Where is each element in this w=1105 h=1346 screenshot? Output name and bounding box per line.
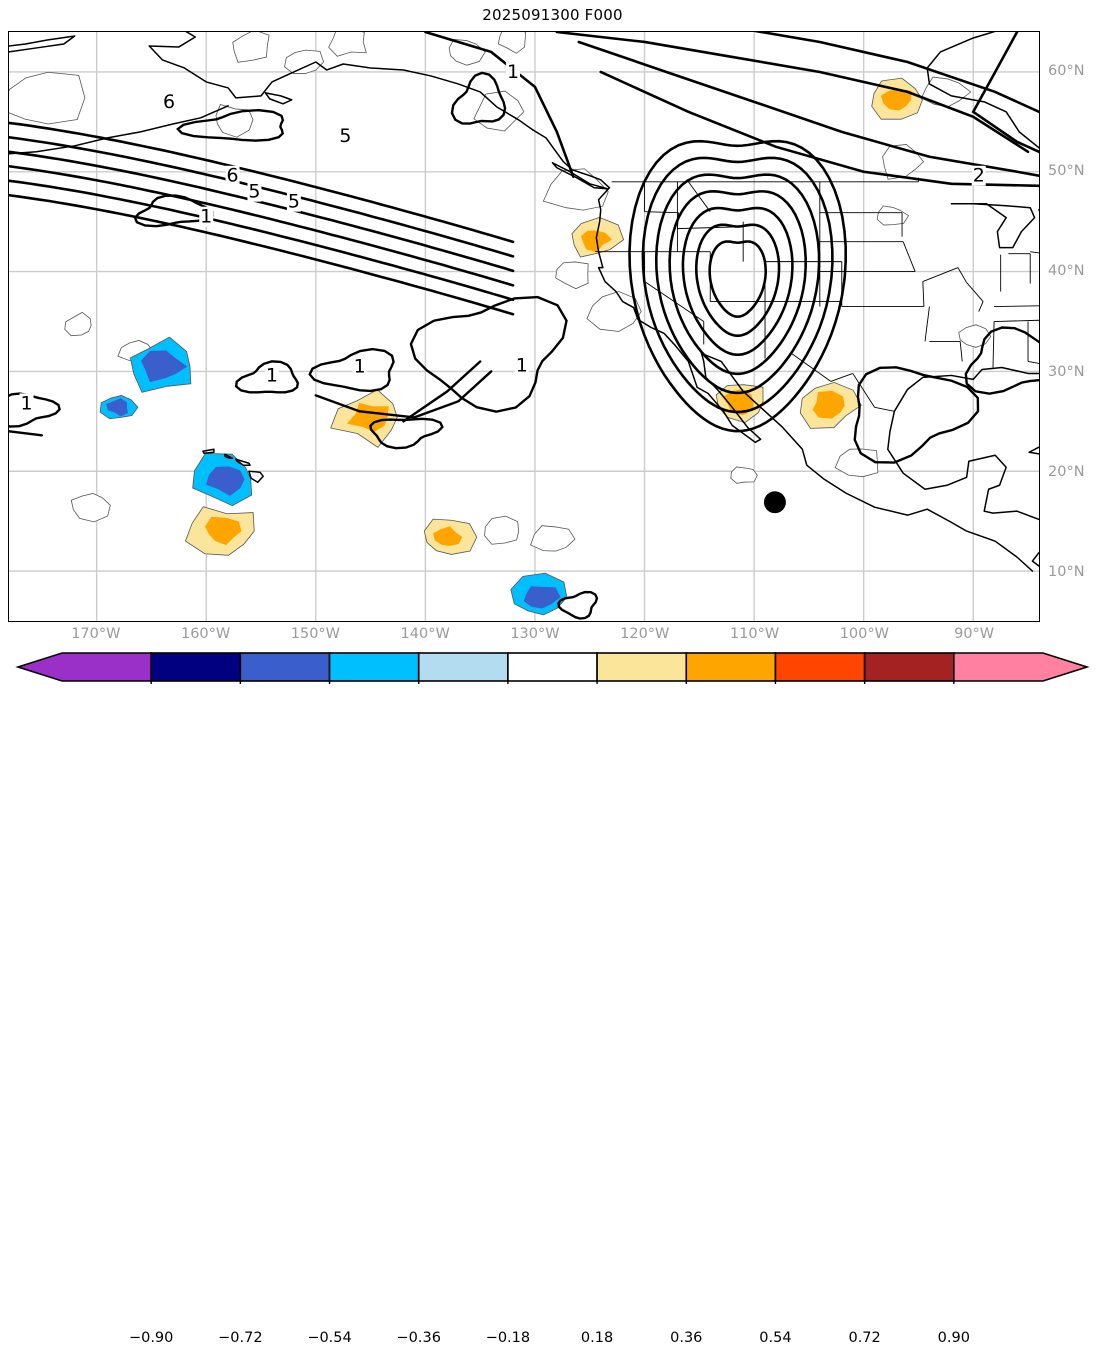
colorbar-segment[interactable] <box>150 652 242 682</box>
svg-text:1: 1 <box>507 61 519 83</box>
colorbar-tick-label: 0.72 <box>848 1330 881 1346</box>
lat-tick-label: 50°N <box>1048 163 1085 180</box>
svg-text:6: 6 <box>163 91 175 113</box>
svg-text:1: 1 <box>200 206 212 228</box>
colorbar-segment[interactable] <box>596 652 688 682</box>
lon-tick-label: 160°W <box>180 626 231 642</box>
colorbar-tick-label: 0.54 <box>759 1330 792 1346</box>
lon-tick-label: 130°W <box>510 626 560 642</box>
map-gridlines <box>9 32 1039 621</box>
colorbar-tick-label: −0.18 <box>485 1330 531 1346</box>
svg-text:5: 5 <box>339 125 351 147</box>
colorbar-segment[interactable] <box>685 652 777 682</box>
colorbar-tick-label: −0.90 <box>128 1330 174 1346</box>
lon-tick-label: 150°W <box>290 626 341 642</box>
lat-tick-label: 30°N <box>1048 363 1085 380</box>
coastlines <box>9 32 1039 572</box>
colorbar-segment[interactable] <box>507 652 598 682</box>
svg-text:1: 1 <box>20 392 32 414</box>
colorbar-swatches[interactable] <box>0 650 1105 684</box>
svg-text:6: 6 <box>226 165 238 187</box>
svg-text:1: 1 <box>266 364 278 386</box>
colorbar[interactable]: −0.90 −0.72 −0.54 −0.36 −0.18 0.18 0.36 0.54 0.7… <box>0 650 1105 1346</box>
lon-tick-label: 100°W <box>839 626 889 642</box>
colorbar-tick-label: 0.36 <box>670 1330 703 1346</box>
lon-tick-label: 110°W <box>729 626 780 642</box>
svg-text:2: 2 <box>973 165 985 187</box>
lon-tick-label: 170°W <box>71 626 121 642</box>
lat-tick-label: 10°N <box>1048 563 1085 580</box>
svg-text:1: 1 <box>516 354 528 376</box>
anomaly-shading <box>9 32 992 616</box>
colorbar-tick-label: −0.36 <box>396 1330 441 1346</box>
svg-text:5: 5 <box>248 181 260 203</box>
lat-tick-label: 40°N <box>1048 263 1085 280</box>
contour-lines <box>9 32 1039 620</box>
lon-tick-label: 120°W <box>620 626 670 642</box>
colorbar-tick-label: 0.18 <box>580 1330 614 1346</box>
colorbar-segment[interactable] <box>863 652 955 682</box>
colorbar-segment[interactable] <box>328 652 420 682</box>
lat-tick-label: 20°N <box>1048 463 1085 480</box>
svg-text:1: 1 <box>354 355 366 377</box>
colorbar-tick-label: −0.72 <box>218 1330 263 1346</box>
figure-title: 2025091300 F000 <box>482 6 623 24</box>
colorbar-segment[interactable] <box>417 652 509 682</box>
storm-center-marker[interactable] <box>763 491 786 514</box>
colorbar-tick-label: 0.90 <box>937 1330 970 1346</box>
colorbar-tick-label: −0.54 <box>307 1330 352 1346</box>
lon-tick-label: 140°W <box>400 626 450 642</box>
lat-tick-label: 60°N <box>1048 63 1085 80</box>
colorbar-segment[interactable] <box>239 652 331 682</box>
colorbar-segment[interactable] <box>774 652 866 682</box>
lon-tick-label: 90°W <box>954 626 995 642</box>
colorbar-segment[interactable] <box>953 652 1090 682</box>
colorbar-segment[interactable] <box>15 652 152 682</box>
svg-text:5: 5 <box>288 191 300 213</box>
